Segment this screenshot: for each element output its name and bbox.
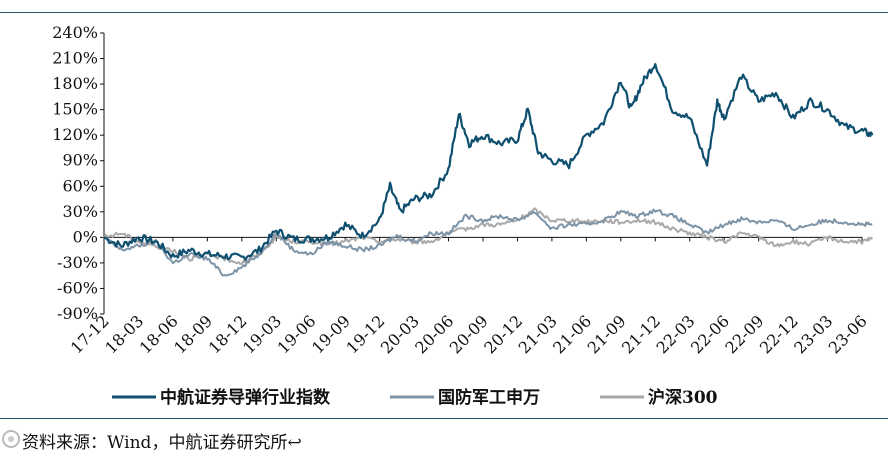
legend-label: 中航证券导弹行业指数 [160,387,331,408]
top-divider [0,12,888,13]
y-tick-label: 240% [52,23,98,42]
source-note: 资料来源：Wind，中航证券研究所↩ [22,433,302,453]
x-tick-label: 18-09 [170,311,216,357]
x-tick-label: 19-09 [308,311,354,357]
series-layer [103,62,874,277]
x-tick-label: 20-03 [377,311,423,357]
legend-label: 沪深300 [648,387,718,408]
y-tick-label: 90% [62,151,98,170]
x-tick-label: 18-12 [205,311,251,357]
y-tick-label: -60% [57,278,98,297]
x-tick-label: 19-06 [274,311,320,357]
x-tick-label: 22-09 [721,311,767,357]
x-tick-label: 20-06 [411,311,457,357]
x-tick-label: 21-12 [618,311,664,357]
x-tick-label: 20-12 [480,311,526,357]
series-line [103,208,873,277]
y-tick-label: 150% [52,100,98,119]
x-tick-label: 23-03 [790,311,836,357]
bottom-divider [0,418,888,419]
x-tick-label: 20-09 [446,311,492,357]
y-tick-label: 210% [52,49,98,68]
x-tick-label: 21-06 [549,311,595,357]
x-tick-label: 21-09 [584,311,630,357]
y-tick-label: -30% [57,253,98,272]
x-tick-label: 22-12 [756,311,802,357]
x-tick-label: 18-06 [136,311,182,357]
x-tick-label: 21-03 [515,311,561,357]
x-tick-label: 23-06 [825,311,871,357]
y-tick-label: 120% [52,125,98,144]
line-chart: 240% 210% 180% 150% 120% 90% 60% 30% 0% -30% -60% -… [52,23,874,408]
y-tick-label: 180% [52,74,98,93]
legend: 中航证券导弹行业指数 国防军工申万 沪深300 [112,387,718,408]
watermark-icon [2,430,20,448]
series-line [103,207,874,265]
y-tick-label: -90% [57,304,98,323]
y-tick-label: 0% [73,227,98,246]
x-tick-label: 19-03 [239,311,285,357]
x-tick-label: 19-12 [342,311,388,357]
y-tick-label: 30% [62,202,98,221]
x-tick-label: 18-03 [101,311,147,357]
y-tick-label: 60% [62,176,98,195]
y-axis: 240% 210% 180% 150% 120% 90% 60% 30% 0% -30% -60% -… [52,23,105,323]
legend-label: 国防军工申万 [438,387,540,408]
x-tick-label: 22-03 [653,311,699,357]
series-line [103,62,874,261]
x-tick-label: 22-06 [687,311,733,357]
